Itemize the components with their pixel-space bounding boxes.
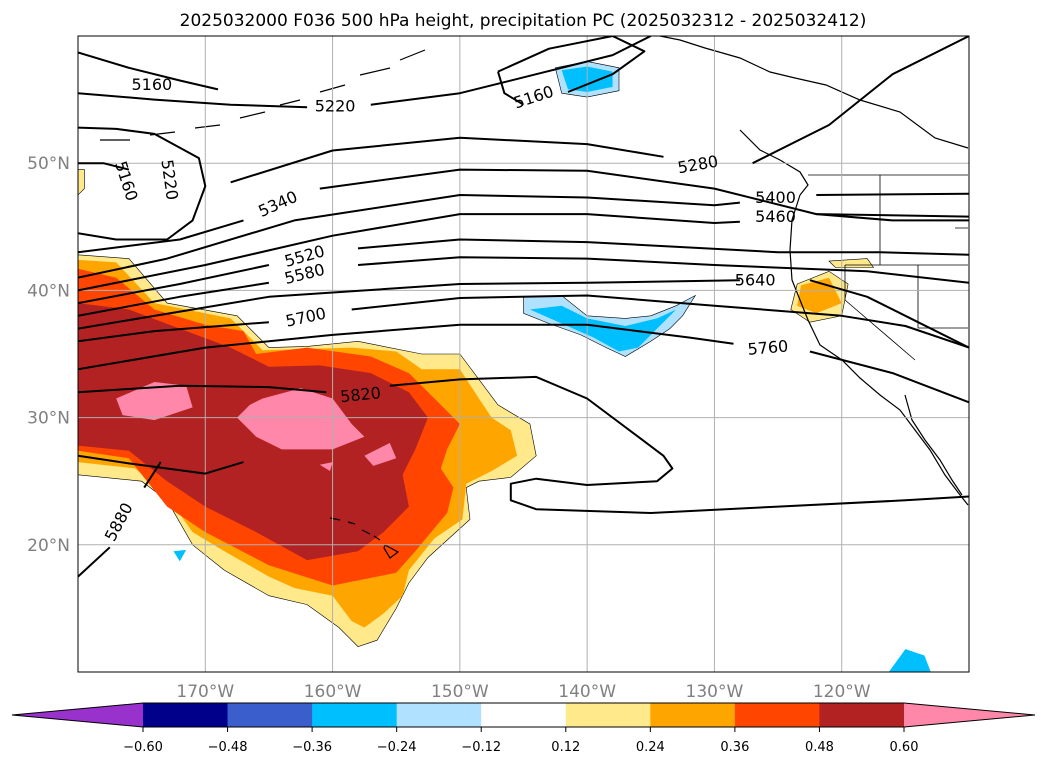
colorbar-extend-low (12, 703, 143, 727)
contour-line (78, 546, 111, 578)
height-contours (78, 36, 969, 578)
contour-line (230, 136, 664, 184)
colorbar-segment (565, 703, 651, 727)
colorbar-tick-label: −0.36 (292, 740, 332, 755)
colorbar-segment (227, 703, 313, 727)
na-coastline (659, 36, 969, 149)
contour-line (78, 126, 207, 241)
contour-line (319, 168, 969, 222)
contour-label: 5460 (755, 207, 796, 226)
precip-region (319, 462, 333, 471)
contour-line (78, 219, 244, 254)
chart-title: 2025032000 F036 500 hPa height, precipit… (180, 11, 867, 31)
contour-line (78, 384, 327, 394)
colorbar-extend-high (904, 703, 1035, 727)
contour-line (816, 192, 969, 196)
lon-tick-label: 160°W (304, 682, 362, 702)
colorbar-segment (481, 703, 567, 727)
contour-label: 5760 (747, 336, 789, 358)
contour-line (78, 323, 734, 371)
contour-line (78, 281, 270, 317)
contour-line (816, 213, 969, 218)
colorbar-tick-label: 0.36 (720, 740, 749, 755)
contour-line (78, 454, 244, 475)
contour-line (78, 213, 740, 292)
colorbar-tick-label: 0.12 (551, 740, 580, 755)
contour-line (497, 71, 525, 106)
contour-line (497, 36, 646, 93)
lat-tick-label: 20°N (27, 536, 70, 556)
colorbar: −0.60 −0.48 −0.36 −0.24 −0.12 0.12 0.24 0.36 0.4… (11, 702, 1036, 755)
contour-label: 5160 (131, 75, 172, 94)
contour-label: 5400 (755, 188, 796, 207)
colorbar-tick-label: 0.24 (636, 740, 665, 755)
colorbar-segment (143, 703, 229, 727)
precip-region (529, 305, 677, 352)
gridlines (78, 36, 969, 672)
lon-tick-label: 140°W (558, 682, 616, 702)
baja-coastline (904, 394, 963, 496)
latitude-ticks: 20°N 30°N 40°N 50°N (27, 154, 70, 556)
contour-line (78, 92, 308, 109)
contour-line (78, 264, 270, 305)
contour-line (809, 350, 969, 404)
lat-tick-label: 30°N (27, 409, 70, 429)
lon-tick-label: 130°W (686, 682, 744, 702)
colorbar-tick-label: −0.12 (461, 740, 501, 755)
colorbar-segment (734, 703, 820, 727)
precip-region (888, 649, 931, 672)
contour-line (143, 461, 162, 489)
colorbar-segment (312, 703, 398, 727)
lon-tick-label: 170°W (176, 682, 234, 702)
contour-label: 5220 (315, 96, 356, 115)
contour-line (357, 238, 969, 256)
precip-region (173, 549, 187, 562)
map-frame (77, 35, 970, 673)
colorbar-tick-label: −0.48 (208, 740, 248, 755)
contour-line (357, 256, 969, 284)
contour-label: 5640 (735, 271, 776, 290)
hawaii-islands (329, 517, 400, 559)
precip-region (364, 443, 397, 466)
contour-line (370, 36, 652, 106)
contour-line (78, 321, 269, 343)
colorbar-segment (650, 703, 736, 727)
bc-coastline (739, 129, 809, 196)
precip-region (116, 382, 193, 421)
colorbar-tick-label: 0.60 (890, 740, 919, 755)
lat-tick-label: 50°N (27, 154, 70, 174)
precip-region (78, 169, 85, 196)
longitude-ticks: 170°W 160°W 150°W 140°W 130°W 120°W (176, 682, 870, 702)
us-west-coastline (789, 194, 969, 506)
contour-line (389, 375, 969, 514)
precipitation-fills (78, 61, 931, 672)
lon-tick-label: 150°W (431, 682, 489, 702)
contour-line (78, 279, 740, 330)
lat-tick-label: 40°N (27, 281, 70, 301)
colorbar-tick-label: −0.24 (377, 740, 417, 755)
contour-line (809, 279, 969, 349)
colorbar-tick-label: 0.48 (805, 740, 834, 755)
contour-line (78, 162, 130, 171)
colorbar-segment (819, 703, 905, 727)
contour-line (351, 294, 969, 349)
lon-tick-label: 120°W (813, 682, 871, 702)
contour-line (78, 194, 741, 279)
contour-line (752, 36, 969, 165)
colorbar-tick-label: −0.60 (123, 740, 163, 755)
contour-label: 5820 (339, 383, 381, 406)
contour-line (78, 51, 219, 91)
colorbar-segment (396, 703, 482, 727)
